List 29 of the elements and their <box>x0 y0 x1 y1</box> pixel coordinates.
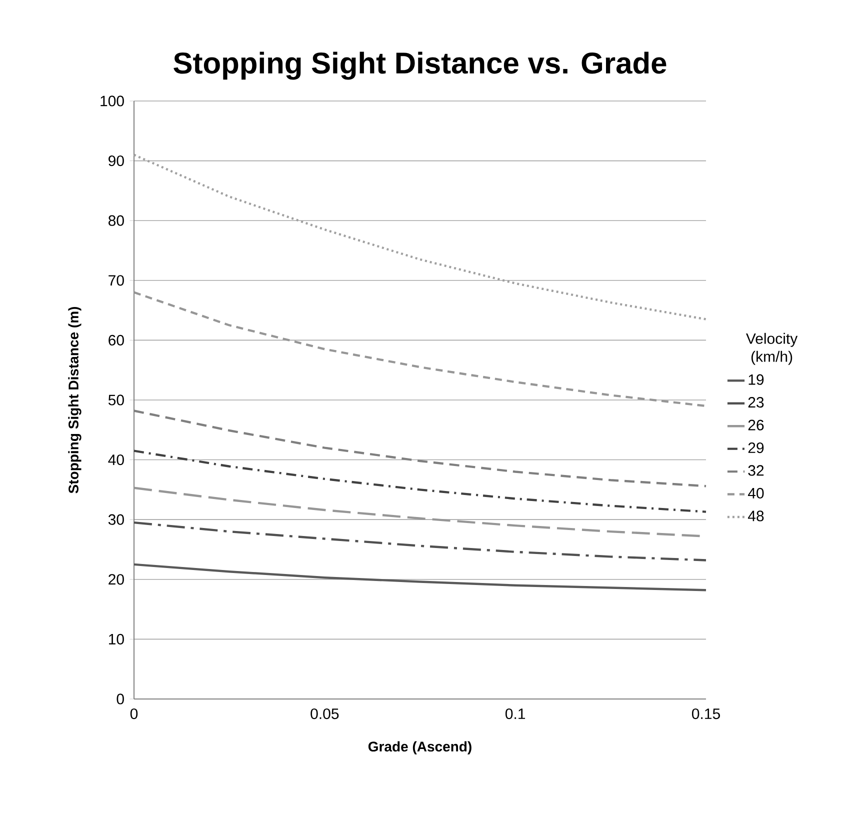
x-tick-label: 0 <box>130 708 138 720</box>
legend-label: 48 <box>748 510 764 522</box>
chart-title: Stopping Sight Distance vs. Grade <box>174 52 666 80</box>
line-series <box>132 521 708 562</box>
y-axis-title: Stopping Sight Distance (m) <box>68 306 82 494</box>
legend-label: 23 <box>748 397 764 408</box>
y-tick-label: 90 <box>108 155 124 166</box>
legend-label: 19 <box>748 374 764 385</box>
y-tick-label: 10 <box>109 634 124 644</box>
x-tick-label: 0.1 <box>505 708 526 720</box>
x-tick-label: 0.05 <box>310 708 339 720</box>
legend-label: 26 <box>748 420 764 430</box>
y-tick-label: 100 <box>100 96 124 106</box>
x-tick-label: 0.15 <box>692 708 720 720</box>
y-tick-label: 50 <box>108 394 124 406</box>
line-series <box>132 450 708 513</box>
y-tick-label: 40 <box>108 454 124 466</box>
x-axis-title: Grade (Ascend) <box>368 741 472 754</box>
legend-label: 32 <box>748 465 764 476</box>
legend-title: Velocity (km/h) <box>746 332 798 365</box>
y-tick-label: 0 <box>116 694 124 704</box>
y-tick-label: 60 <box>108 334 124 346</box>
y-tick-label: 70 <box>108 275 124 286</box>
legend-label: 40 <box>748 488 764 499</box>
y-tick-label: 20 <box>108 574 124 585</box>
legend-label: 29 <box>748 442 764 454</box>
y-tick-label: 80 <box>108 215 124 226</box>
line-series <box>132 291 708 408</box>
y-tick-label: 30 <box>108 514 124 525</box>
